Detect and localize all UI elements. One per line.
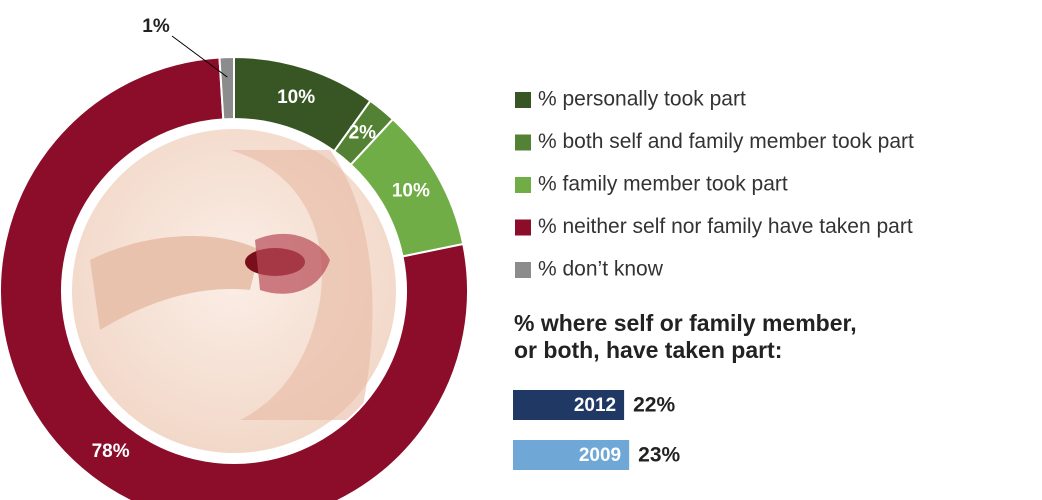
data-label: 1% bbox=[142, 16, 170, 37]
legend-swatch bbox=[515, 219, 531, 236]
donut-segment bbox=[218, 55, 235, 121]
legend-swatch bbox=[515, 262, 531, 278]
legend-swatch bbox=[515, 177, 531, 193]
bar bbox=[513, 390, 625, 420]
data-label: 10% bbox=[392, 180, 430, 201]
legend-label: % family member took part bbox=[538, 173, 788, 196]
section-title: % where self or family member, bbox=[514, 310, 857, 336]
bar-category: 2012 bbox=[574, 395, 616, 416]
legend-swatch bbox=[515, 92, 531, 108]
legend-label: % personally took part bbox=[538, 88, 746, 111]
legend-label: % don’t know bbox=[538, 258, 664, 281]
bar-value: 22% bbox=[633, 394, 675, 417]
legend-swatch bbox=[515, 134, 531, 151]
bar-category: 2009 bbox=[579, 445, 621, 466]
data-label: 10% bbox=[277, 87, 315, 108]
data-label: 78% bbox=[92, 441, 130, 462]
leader-line bbox=[171, 35, 228, 78]
photo bbox=[72, 129, 396, 453]
legend-label: % both self and family member took part bbox=[538, 130, 914, 153]
bar bbox=[513, 440, 630, 470]
bar-value: 23% bbox=[638, 444, 680, 467]
donut-segment bbox=[0, 56, 469, 500]
section-title: or both, have taken part: bbox=[514, 337, 782, 363]
legend-label: % neither self nor family have taken par… bbox=[538, 215, 913, 238]
data-label: 2% bbox=[349, 123, 377, 144]
